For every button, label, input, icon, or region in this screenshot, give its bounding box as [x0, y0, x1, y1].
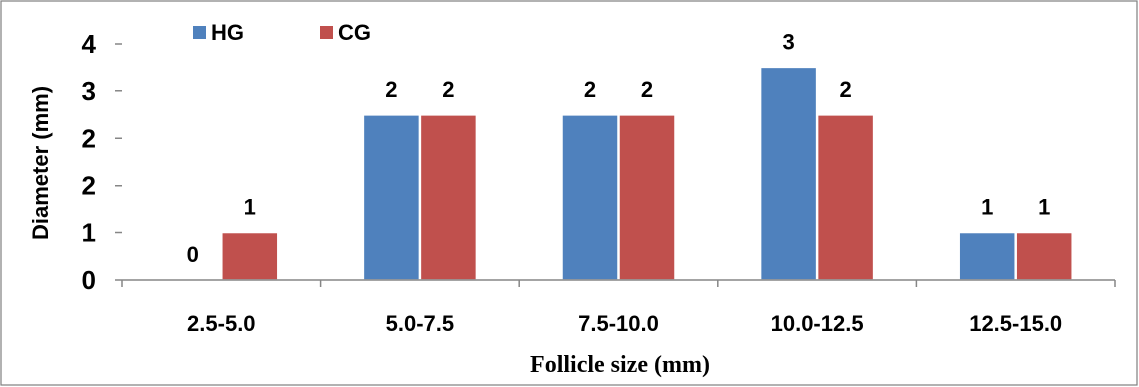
bar-cg [1015, 231, 1073, 281]
bar-hg [362, 114, 421, 281]
bar-hg [958, 231, 1016, 281]
x-tick-label: 7.5-10.0 [578, 311, 659, 336]
data-label-cg: 2 [442, 77, 454, 102]
bar-hg [759, 66, 818, 281]
legend-label-hg: HG [211, 20, 244, 45]
data-labels: 0 2 2 3 1 1 2 2 2 1 [187, 29, 1051, 267]
y-axis-title: Diameter (mm) [28, 86, 53, 240]
y-tick-label: 1 [82, 218, 96, 248]
x-tick-label: 10.0-12.5 [771, 311, 864, 336]
legend-swatch-cg [320, 26, 333, 39]
bar-cg [618, 114, 676, 281]
bar-cg [221, 231, 279, 281]
data-label-cg: 1 [244, 195, 256, 220]
x-axis-title: Follicle size (mm) [530, 352, 710, 378]
data-label-hg: 1 [981, 195, 993, 220]
x-tick-label: 2.5-5.0 [187, 311, 256, 336]
x-axis-ticks: 2.5-5.0 5.0-7.5 7.5-10.0 10.0-12.5 12.5-15.0 [121, 280, 1116, 336]
legend-swatch-hg [193, 26, 206, 39]
legend: HG CG [193, 20, 371, 45]
y-tick-label: 0 [82, 265, 96, 295]
bar-cg [816, 114, 875, 281]
x-tick-label: 5.0-7.5 [386, 311, 455, 336]
y-axis-ticks: 0 1 2 2 3 4 [82, 29, 122, 295]
bar-hg [561, 114, 619, 281]
data-label-cg: 1 [1038, 195, 1050, 220]
legend-label-cg: CG [338, 20, 371, 45]
y-tick-label: 2 [82, 171, 96, 201]
data-label-cg: 2 [641, 77, 653, 102]
data-label-cg: 2 [839, 77, 851, 102]
data-label-hg: 0 [187, 242, 199, 267]
data-label-hg: 2 [385, 77, 397, 102]
y-tick-label: 3 [82, 76, 96, 106]
y-tick-label: 4 [82, 29, 97, 59]
data-label-hg: 3 [782, 29, 794, 54]
bar-cg [419, 114, 478, 281]
y-tick-label: 2 [82, 123, 96, 153]
data-label-hg: 2 [584, 77, 596, 102]
bars [221, 66, 1073, 281]
x-tick-label: 12.5-15.0 [969, 311, 1062, 336]
